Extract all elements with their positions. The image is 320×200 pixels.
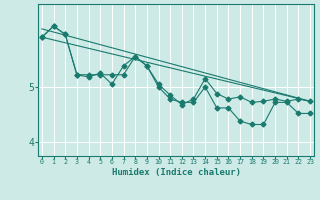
X-axis label: Humidex (Indice chaleur): Humidex (Indice chaleur) — [111, 168, 241, 177]
